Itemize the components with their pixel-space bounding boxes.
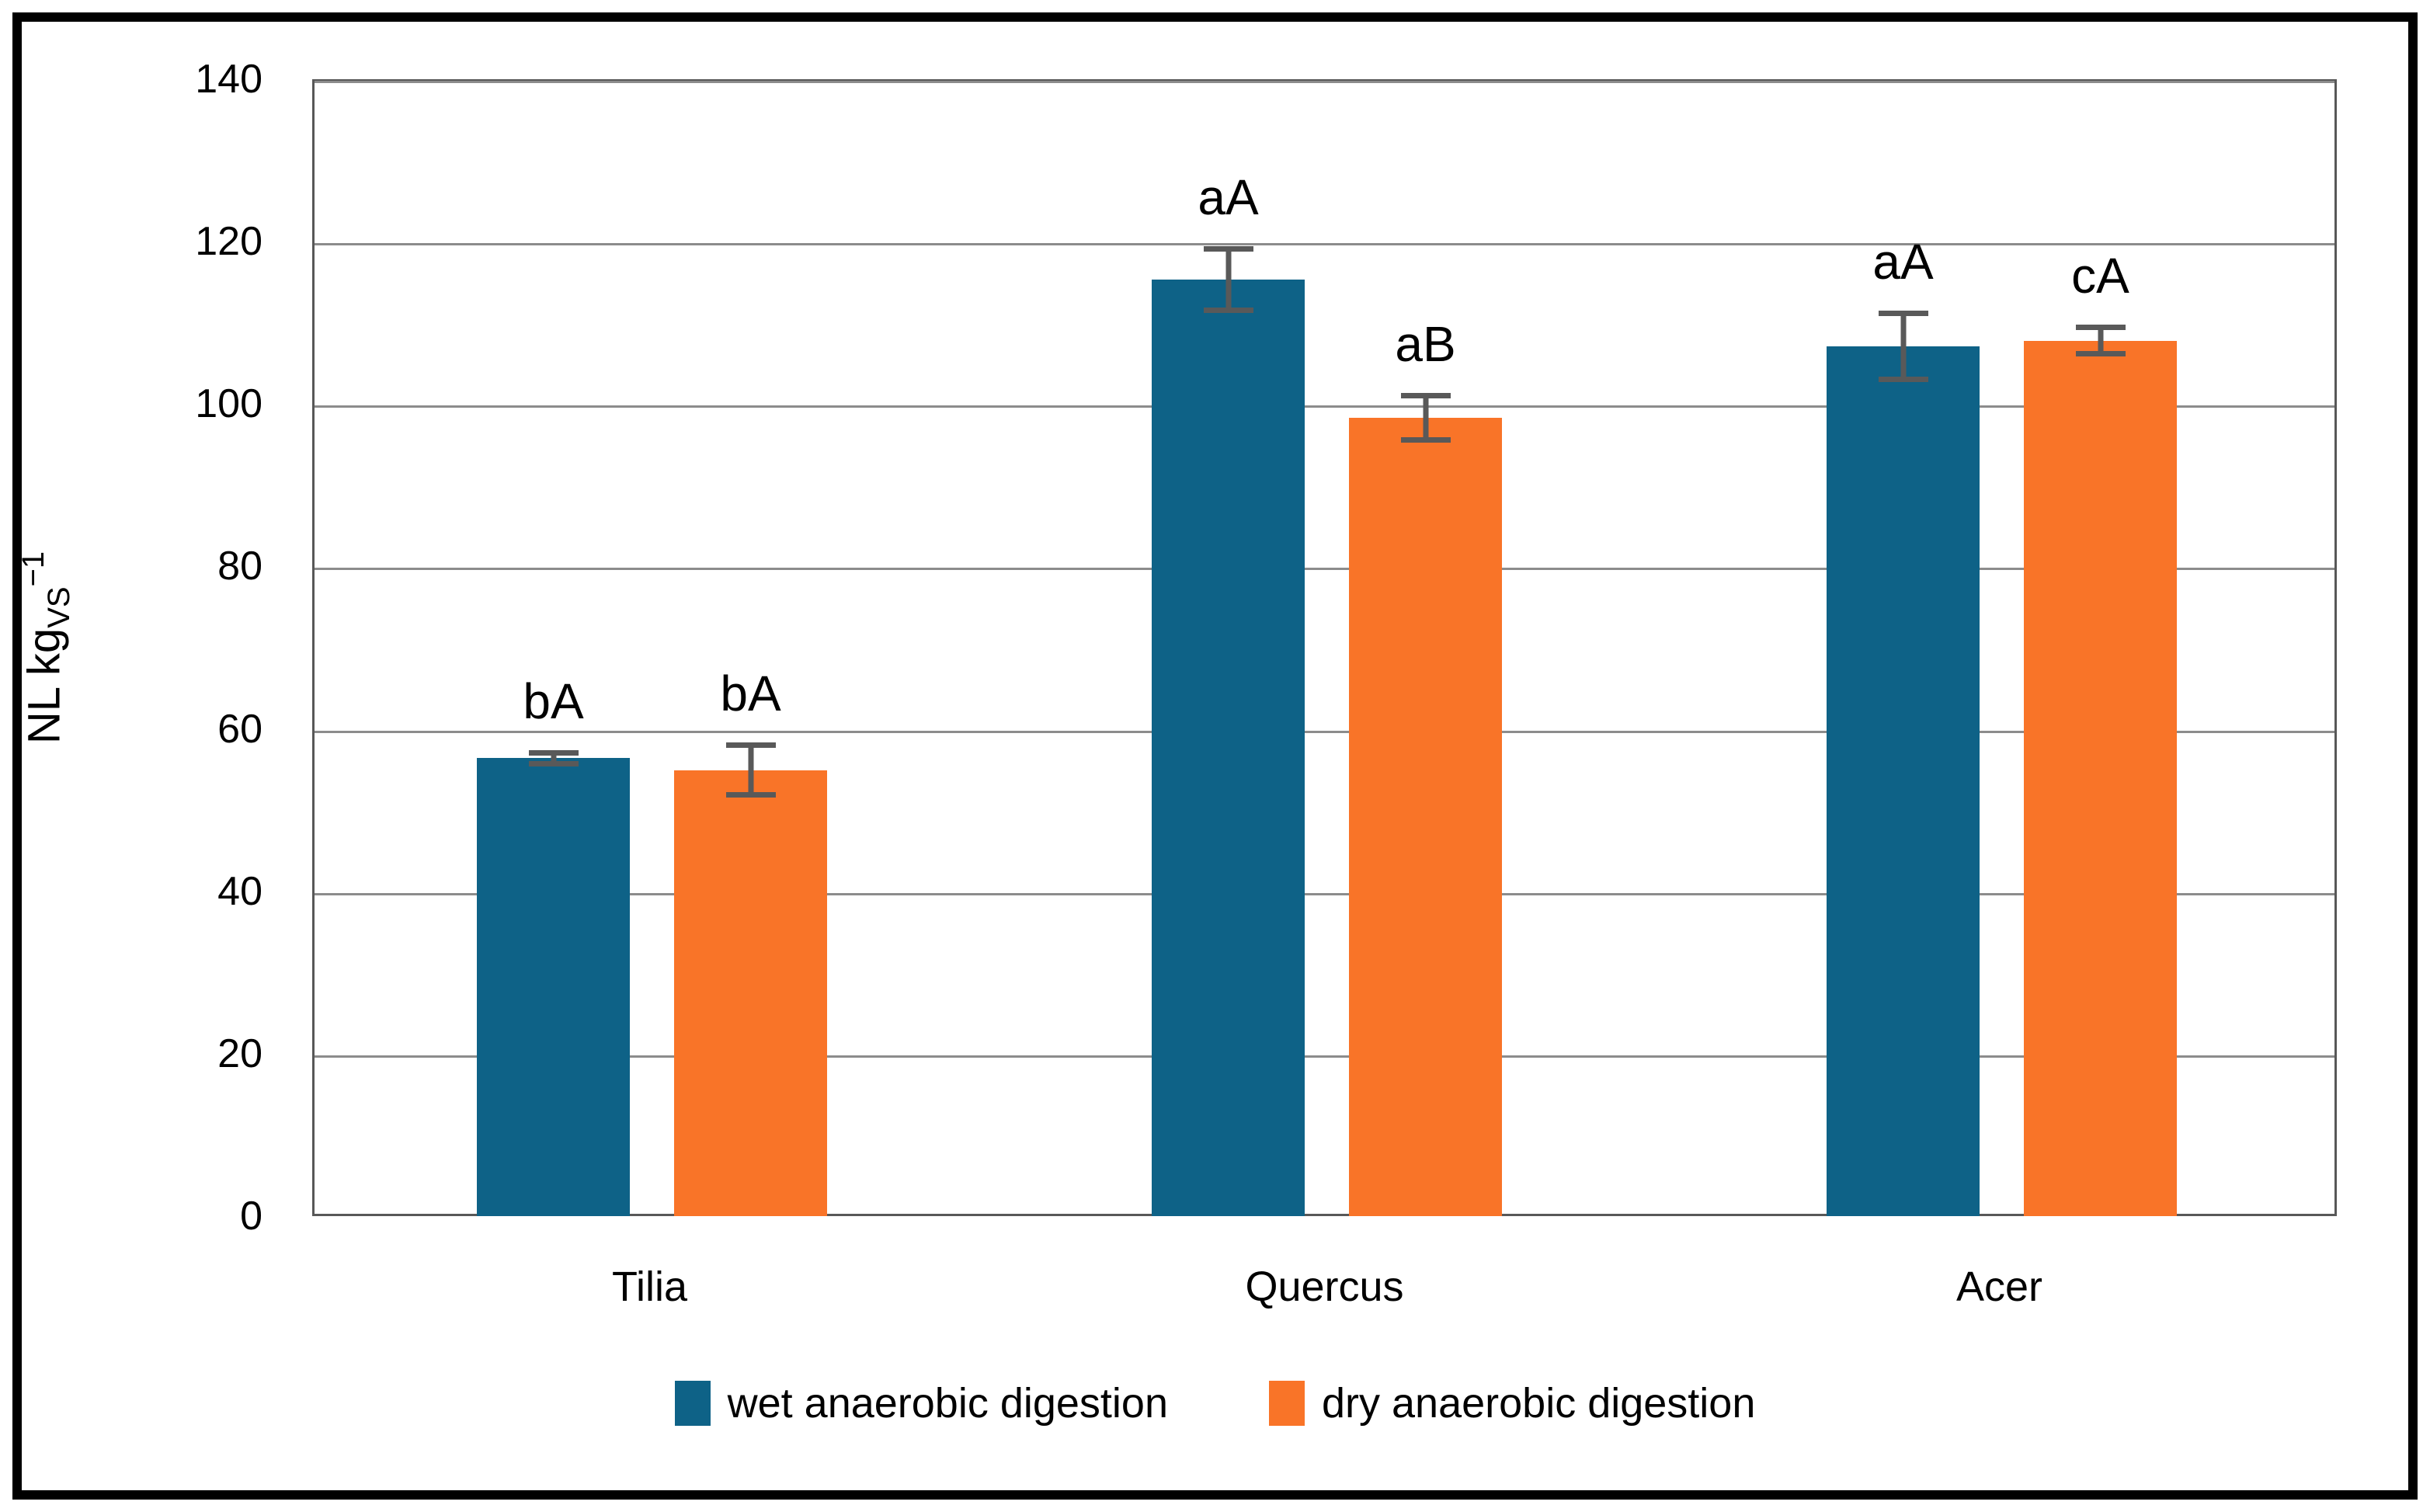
y-tick-label: 60 xyxy=(217,706,262,752)
legend-swatch-icon xyxy=(1269,1381,1305,1426)
significance-label: aA xyxy=(1872,233,1934,290)
legend: wet anaerobic digestion dry anaerobic dig… xyxy=(0,1381,2430,1426)
error-bar-cap-bottom xyxy=(725,792,776,798)
error-bar-cap-top xyxy=(1878,310,1928,316)
legend-swatch-icon xyxy=(674,1381,711,1426)
x-category-label-quercus: Quercus xyxy=(1245,1263,1404,1310)
error-bar-cap-top xyxy=(2075,324,2126,330)
significance-label: bA xyxy=(720,666,781,722)
error-bar xyxy=(1400,392,1451,443)
error-bar-cap-bottom xyxy=(528,760,579,766)
plot-area: bA bA aA aB aA cA xyxy=(312,79,2337,1216)
y-tick-label: 40 xyxy=(217,868,262,914)
legend-label: dry anaerobic digestion xyxy=(1322,1380,1756,1427)
bar-acer-dry xyxy=(2024,340,2177,1216)
error-bar-line xyxy=(2098,324,2103,357)
error-bar xyxy=(528,749,579,766)
error-bar xyxy=(725,742,776,798)
y-axis-title-subscript: VS xyxy=(41,586,76,628)
error-bar-line xyxy=(1423,392,1428,443)
significance-label: bA xyxy=(523,673,584,729)
gridline-y-120 xyxy=(315,243,2334,246)
error-bar xyxy=(1878,310,1928,382)
error-bar-cap-bottom xyxy=(2075,351,2126,357)
error-bar-cap-top xyxy=(528,749,579,756)
error-bar-cap-top xyxy=(1203,246,1253,252)
gridline-y-140 xyxy=(315,81,2334,83)
legend-item-wet: wet anaerobic digestion xyxy=(674,1380,1168,1427)
bar-quercus-wet xyxy=(1152,280,1305,1216)
significance-label: aB xyxy=(1395,315,1456,372)
error-bar-line xyxy=(1225,246,1231,313)
error-bar-line xyxy=(551,749,556,766)
y-tick-label: 140 xyxy=(195,57,262,102)
error-bar xyxy=(1203,246,1253,313)
gridline-y-100 xyxy=(315,405,2334,408)
y-tick-label: 100 xyxy=(195,381,262,427)
legend-item-dry: dry anaerobic digestion xyxy=(1269,1381,1755,1426)
error-bar-cap-top xyxy=(725,742,776,749)
gridline-y-80 xyxy=(315,568,2334,571)
gridline-y-20 xyxy=(315,1055,2334,1058)
error-bar-cap-top xyxy=(1400,392,1451,398)
gridline-y-40 xyxy=(315,892,2334,895)
error-bar xyxy=(2075,324,2126,357)
y-tick-label: 20 xyxy=(217,1031,262,1076)
bar-tilia-dry xyxy=(674,770,827,1216)
y-tick-label: 120 xyxy=(195,219,262,265)
bar-tilia-wet xyxy=(477,758,630,1216)
error-bar-cap-bottom xyxy=(1878,376,1928,382)
bar-quercus-dry xyxy=(1349,417,1502,1216)
bar-acer-wet xyxy=(1827,346,1980,1216)
gridline-y-60 xyxy=(315,730,2334,733)
significance-label: cA xyxy=(2071,247,2129,304)
error-bar-cap-bottom xyxy=(1203,308,1253,313)
x-category-label-tilia: Tilia xyxy=(611,1263,687,1310)
y-tick-label: 0 xyxy=(240,1194,262,1239)
error-bar-cap-bottom xyxy=(1400,437,1451,443)
y-tick-label: 80 xyxy=(217,544,262,589)
error-bar-line xyxy=(1900,310,1906,382)
x-category-label-acer: Acer xyxy=(1955,1263,2043,1310)
legend-label: wet anaerobic digestion xyxy=(727,1380,1168,1427)
error-bar-line xyxy=(748,742,753,798)
significance-label: aA xyxy=(1198,169,1259,226)
